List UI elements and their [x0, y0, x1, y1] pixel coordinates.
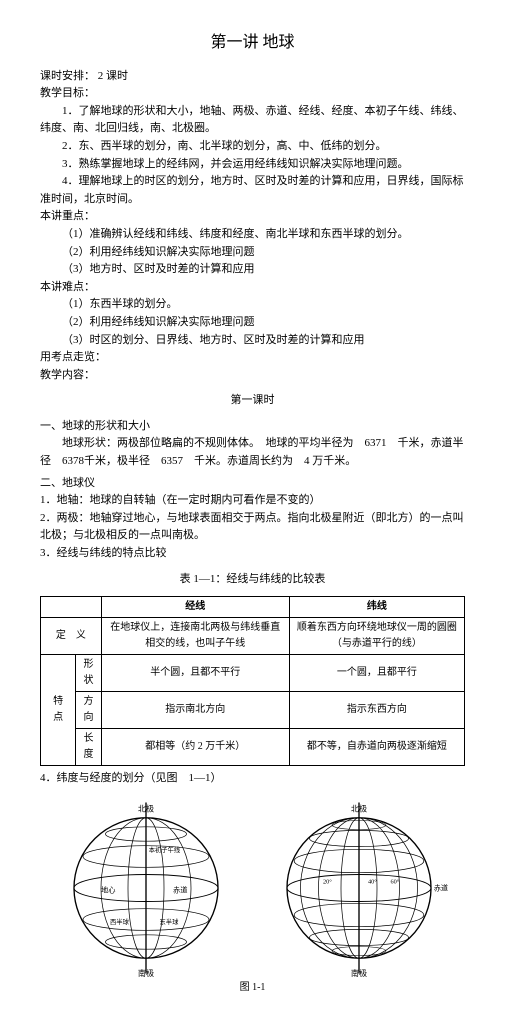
svg-text:东半球: 东半球: [160, 917, 180, 926]
section1-text: 地球形状：两极部位略扁的不规则体体。 地球的平均半径为 6371 千米，赤道半径…: [40, 435, 465, 470]
comparison-table: 经线 纬线 定 义 在地球仪上，连接南北两极与纬线垂直相交的线，也叫子午线 顺着…: [40, 596, 465, 766]
goals-label: 教学目标：: [40, 85, 465, 103]
svg-text:60°: 60°: [390, 878, 399, 885]
svg-text:地心: 地心: [101, 885, 115, 894]
cell-shape-label: 形状: [76, 655, 101, 692]
goal-4: 4．理解地球上的时区的划分，地方时、区时及时差的计算和应用，日界线，国际标准时间…: [40, 173, 465, 208]
svg-text:北极: 北极: [138, 803, 154, 813]
table-row: 特 点 形状 半个圆，且都不平行 一个圆，且都平行: [41, 655, 465, 692]
cell-dir-jing: 指示南北方向: [101, 692, 289, 729]
svg-text:南极: 南极: [138, 968, 154, 978]
cell-dir-wei: 指示东西方向: [289, 692, 464, 729]
schedule-label: 课时安排：: [40, 70, 95, 82]
difficults-label: 本讲难点：: [40, 279, 465, 297]
schedule-line: 课时安排： 2 课时: [40, 68, 465, 86]
exam-label: 用考点走览：: [40, 349, 465, 367]
sec2-p4: 4．纬度与经度的划分（见图 1—1）: [40, 770, 465, 788]
svg-text:赤道: 赤道: [173, 885, 187, 894]
cell-def-wei: 顺着东西方向环绕地球仪一周的圆圈（与赤道平行的线）: [289, 618, 464, 655]
section1-title: 一、地球的形状和大小: [40, 418, 465, 436]
difficult-3: （3）时区的划分、日界线、地方时、区时及时差的计算和应用: [40, 332, 465, 350]
cell-shape-wei: 一个圆，且都平行: [289, 655, 464, 692]
table-row: 长度 都相等（约 2 万千米） 都不等，自赤道向两极逐渐缩短: [41, 729, 465, 766]
cell-def-jing: 在地球仪上，连接南北两极与纬线垂直相交的线，也叫子午线: [101, 618, 289, 655]
section2-title: 二、地球仪: [40, 475, 465, 493]
content-label: 教学内容：: [40, 367, 465, 385]
figure-caption: 图 1-1: [40, 980, 465, 996]
difficult-1: （1）东西半球的划分。: [40, 296, 465, 314]
cell-len-label: 长度: [76, 729, 101, 766]
svg-text:西半球: 西半球: [110, 917, 130, 926]
svg-text:南极: 南极: [351, 968, 367, 978]
sec2-p2: 2．两极：地轴穿过地心，与地球表面相交于两点。指向北极星附近（即北方）的一点叫北…: [40, 510, 465, 545]
keypoint-1: （1）准确辨认经线和纬线、纬度和经度、南北半球和东西半球的划分。: [40, 226, 465, 244]
goal-2: 2．东、西半球的划分，南、北半球的划分，高、中、低纬的划分。: [40, 138, 465, 156]
th-blank: [41, 597, 102, 618]
table-row: 经线 纬线: [41, 597, 465, 618]
cell-dir-label: 方向: [76, 692, 101, 729]
schedule-value: 2 课时: [98, 70, 128, 82]
svg-text:40°: 40°: [368, 878, 377, 885]
svg-text:本初子午线: 本初子午线: [149, 845, 181, 854]
table-caption: 表 1—1：经线与纬线的比较表: [40, 571, 465, 589]
cell-len-wei: 都不等，自赤道向两极逐渐缩短: [289, 729, 464, 766]
keypoint-3: （3）地方时、区时及时差的计算和应用: [40, 261, 465, 279]
cell-len-jing: 都相等（约 2 万千米）: [101, 729, 289, 766]
difficult-2: （2）利用经纬线知识解决实际地理问题: [40, 314, 465, 332]
globe-left-icon: 北极 南极 地心 赤道 西半球 东半球 本初子午线: [56, 798, 236, 978]
lesson1-heading: 第一课时: [40, 392, 465, 410]
sec2-p1: 1．地轴：地球的自转轴（在一定时期内可看作是不变的）: [40, 492, 465, 510]
cell-shape-jing: 半个圆，且都不平行: [101, 655, 289, 692]
th-jing: 经线: [101, 597, 289, 618]
table-row: 方向 指示南北方向 指示东西方向: [41, 692, 465, 729]
sec2-p3: 3．经线与纬线的特点比较: [40, 545, 465, 563]
globe-figures: 北极 南极 地心 赤道 西半球 东半球 本初子午线 北极 南极 赤道 20° 4…: [40, 798, 465, 978]
table-row: 定 义 在地球仪上，连接南北两极与纬线垂直相交的线，也叫子午线 顺着东西方向环绕…: [41, 618, 465, 655]
cell-feature-label: 特 点: [41, 655, 76, 766]
svg-text:20°: 20°: [323, 878, 332, 885]
goal-3: 3．熟练掌握地球上的经纬网，并会运用经纬线知识解决实际地理问题。: [40, 156, 465, 174]
svg-text:赤道: 赤道: [433, 884, 447, 893]
globe-right-icon: 北极 南极 赤道 20° 40° 60°: [269, 798, 449, 978]
th-wei: 纬线: [289, 597, 464, 618]
keypoint-2: （2）利用经纬线知识解决实际地理问题: [40, 244, 465, 262]
svg-text:北极: 北极: [351, 803, 367, 813]
keypoints-label: 本讲重点：: [40, 208, 465, 226]
page-title: 第一讲 地球: [40, 30, 465, 56]
cell-def-label: 定 义: [41, 618, 102, 655]
goal-1: 1．了解地球的形状和大小，地轴、两极、赤道、经线、经度、本初子午线、纬线、纬度、…: [40, 103, 465, 138]
